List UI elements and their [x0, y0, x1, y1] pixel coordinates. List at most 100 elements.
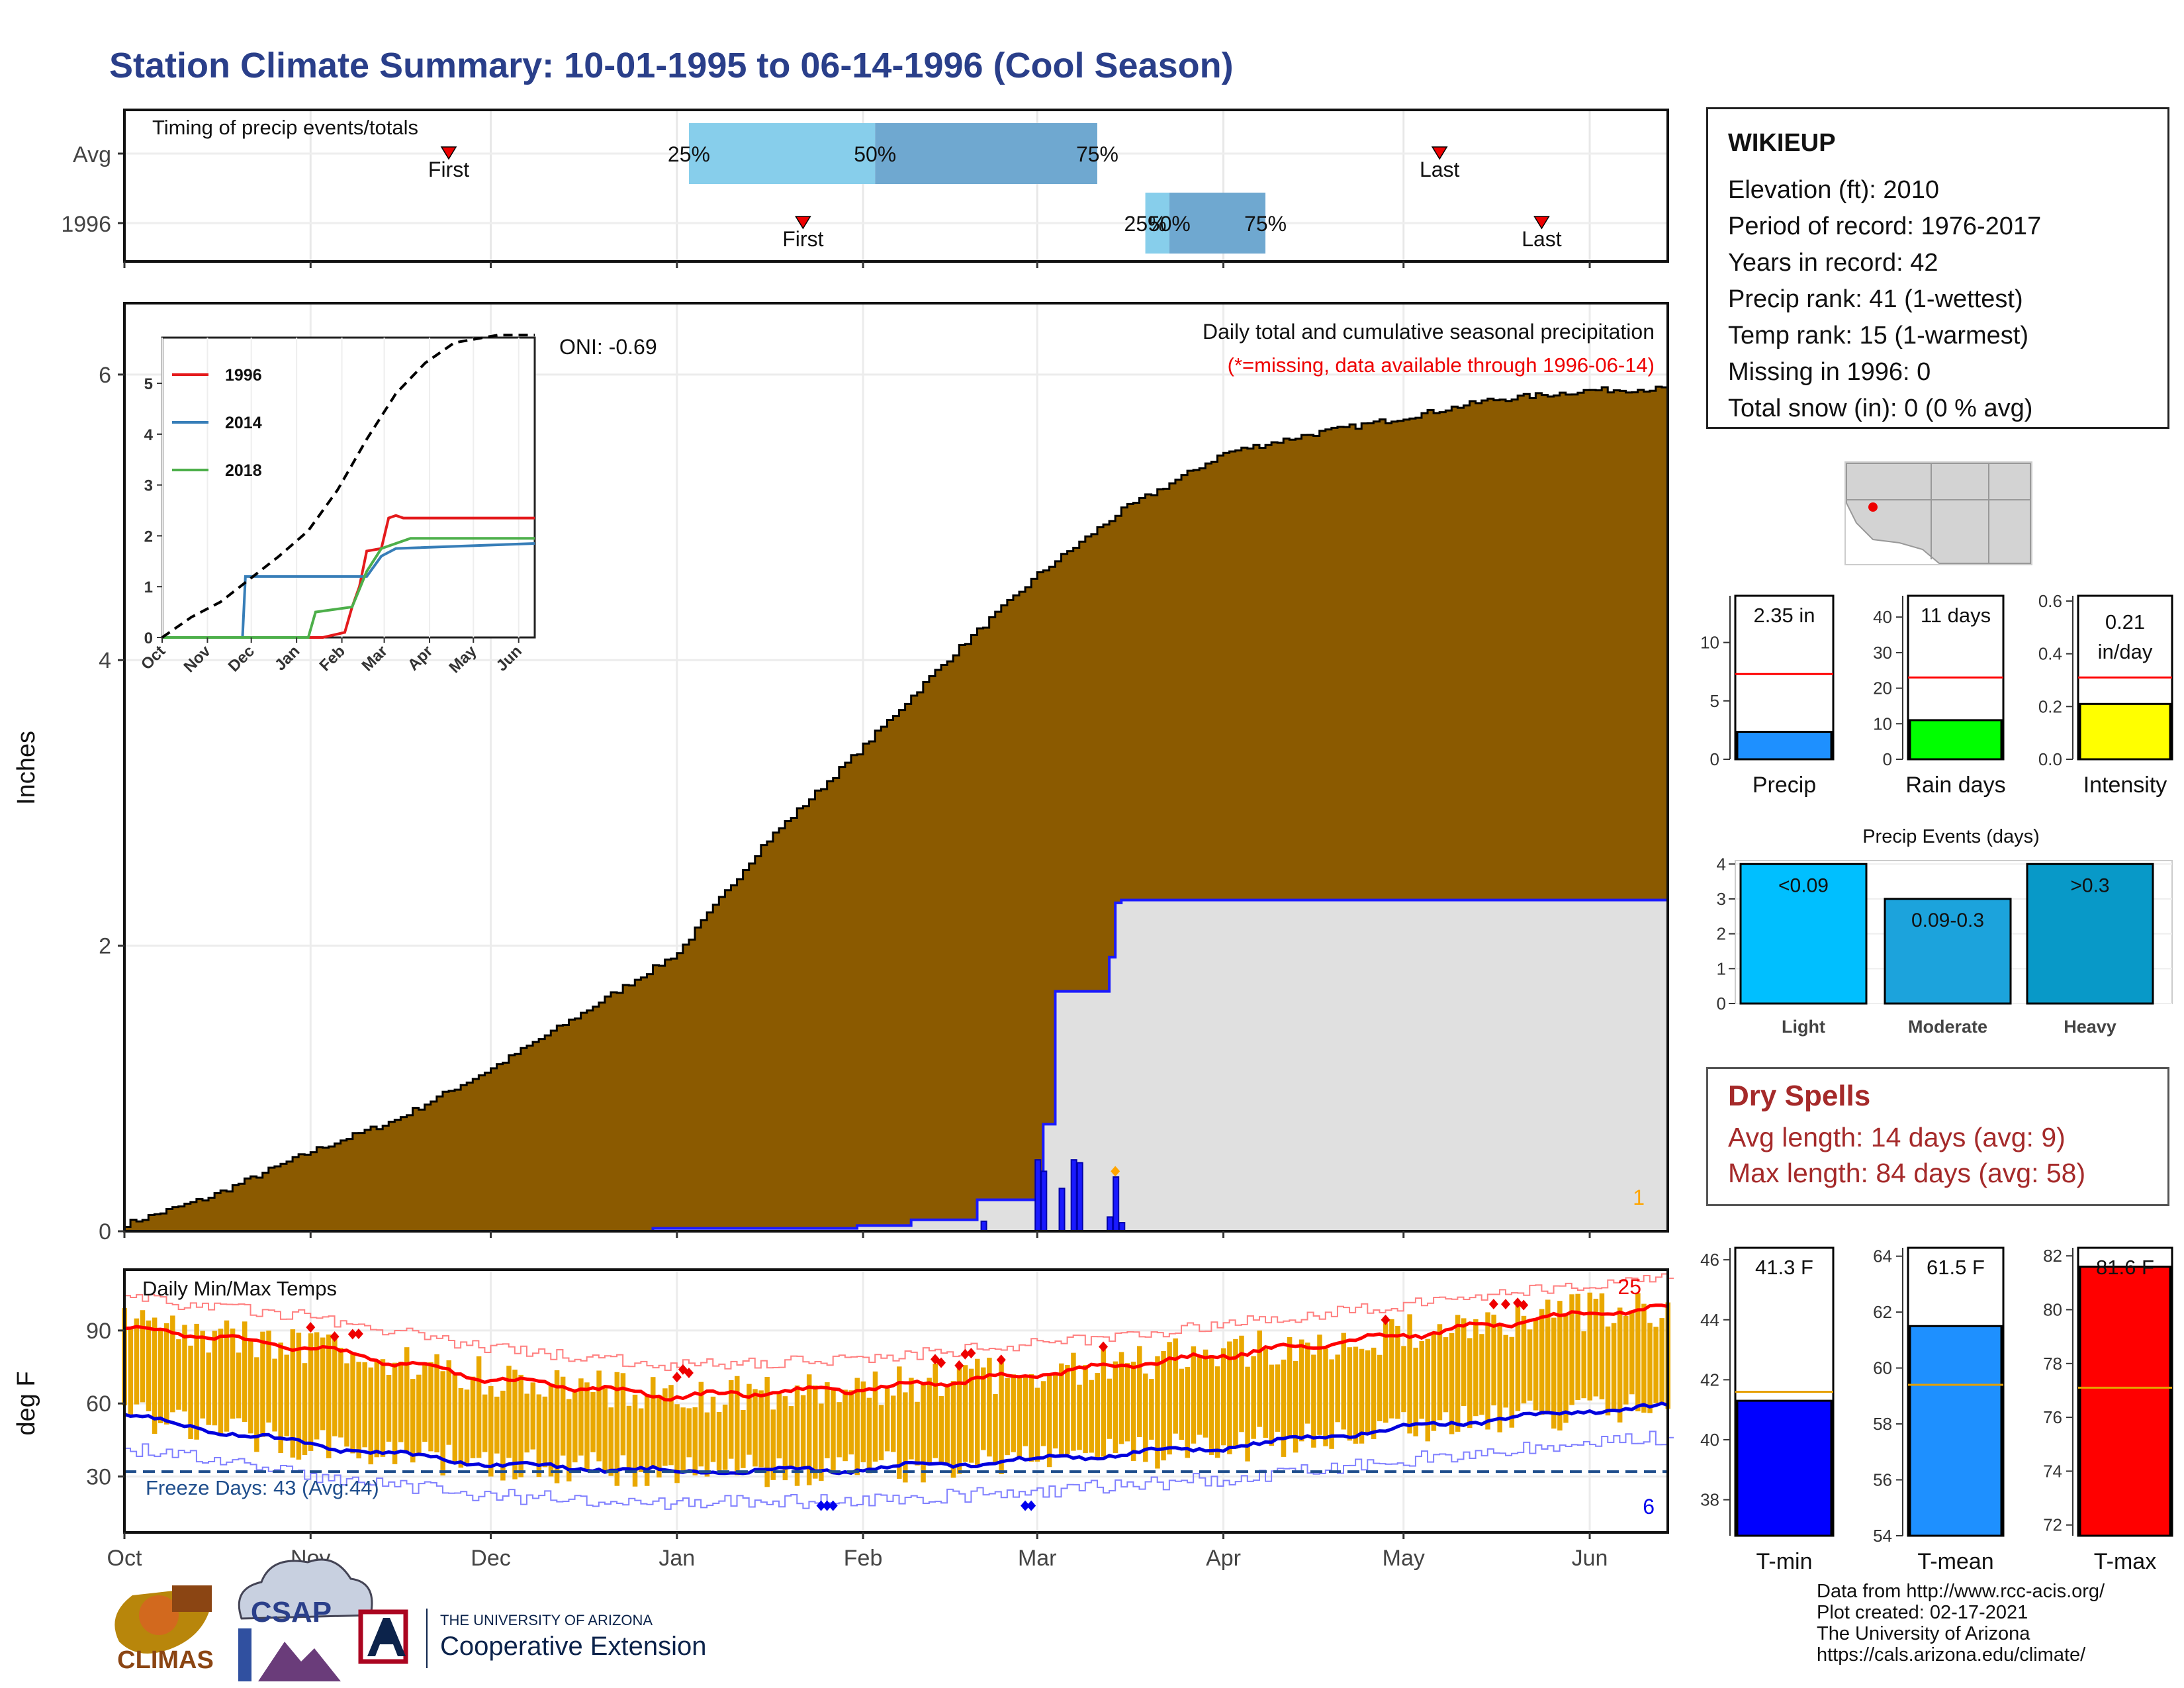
inset-panel	[161, 336, 536, 639]
record-low-marker	[816, 1500, 826, 1511]
daily-temp-bar	[1095, 1373, 1100, 1460]
daily-temp-bar	[188, 1345, 193, 1439]
daily-temp-bar	[806, 1374, 812, 1485]
record-low-marker	[828, 1500, 838, 1511]
daily-temp-bar	[368, 1367, 374, 1465]
daily-precip-bar	[1076, 1162, 1083, 1232]
daily-temp-bar	[698, 1382, 704, 1467]
station-name: WIKIEUP	[1728, 129, 1836, 157]
daily-temp-bar	[1311, 1354, 1316, 1448]
daily-temp-bar	[1329, 1359, 1334, 1449]
daily-temp-bar	[1065, 1365, 1070, 1455]
daily-temp-bar	[1551, 1317, 1557, 1429]
daily-temp-bar	[356, 1362, 361, 1459]
daily-temp-bar	[236, 1352, 242, 1419]
daily-temp-bar	[1239, 1335, 1244, 1432]
summary-bar-tick-label: 5	[1710, 691, 1719, 711]
daily-temp-bar	[1221, 1348, 1226, 1446]
temp-panel-header: Daily Min/Max Temps	[142, 1277, 337, 1300]
daily-temp-bar	[1233, 1338, 1238, 1449]
daily-temp-bar	[1443, 1337, 1449, 1413]
record-high-line	[124, 1273, 1674, 1372]
summary-bar-tick-label: 60	[1873, 1358, 1892, 1378]
daily-temp-bar	[278, 1342, 283, 1454]
daily-temp-bar	[212, 1331, 218, 1426]
daily-temp-bar	[933, 1363, 938, 1458]
record-high-marker	[954, 1360, 964, 1371]
daily-temp-bar	[1527, 1329, 1533, 1401]
daily-temp-bar	[1293, 1360, 1298, 1453]
summary-bar-label: T-max	[2094, 1549, 2156, 1574]
daily-temp-bar	[1214, 1366, 1220, 1458]
summary-bar-tick-label: 74	[2043, 1461, 2062, 1481]
daily-temp-bar	[680, 1407, 686, 1472]
csap-logo-cloud	[238, 1558, 373, 1620]
daily-temp-bar	[884, 1386, 890, 1452]
daily-precip-bar	[980, 1220, 987, 1232]
quartile-label-75: 75%	[1244, 212, 1287, 236]
csap-logo-bars	[238, 1628, 251, 1681]
daily-temp-bar	[548, 1385, 554, 1477]
daily-temp-bar	[374, 1361, 380, 1458]
events-y-tick-label: 4	[1717, 854, 1726, 874]
precip-y-axis-label: Inches	[13, 731, 40, 805]
station-missing: Missing in 1996: 0	[1728, 358, 1931, 386]
temp-y-tick-label: 90	[86, 1319, 111, 1344]
daily-temp-bar	[1353, 1346, 1359, 1444]
daily-temp-bar	[915, 1401, 920, 1466]
daily-temp-bar	[224, 1320, 230, 1432]
ua-logo-letter	[367, 1618, 406, 1656]
daily-temp-bar	[1227, 1341, 1232, 1454]
climas-logo-mark	[172, 1585, 212, 1612]
daily-temp-bar	[524, 1393, 529, 1453]
station-years: Years in record: 42	[1728, 249, 1938, 277]
daily-temp-bar	[1347, 1347, 1353, 1441]
daily-temp-bar	[170, 1315, 175, 1413]
daily-temp-bar	[446, 1360, 451, 1445]
month-tick-label: May	[1383, 1546, 1425, 1571]
dry-spells-box: Dry Spells Avg length: 14 days (avg: 9) …	[1706, 1067, 2169, 1206]
summary-bar-fill	[1909, 719, 2003, 761]
avg-max-line	[124, 1303, 1668, 1402]
summary-bar-tick-label: 82	[2043, 1246, 2062, 1266]
daily-temp-bar	[218, 1329, 224, 1434]
daily-temp-bar	[909, 1378, 914, 1460]
daily-temp-bar	[1419, 1341, 1424, 1419]
daily-temp-bar	[903, 1392, 908, 1483]
daily-temp-bar	[1107, 1378, 1113, 1439]
summary-bar-tick-label: 46	[1700, 1250, 1719, 1270]
daily-temp-bar	[1161, 1351, 1166, 1461]
quartile-bar-25-50	[688, 123, 876, 184]
summary-bar-tick-label: 76	[2043, 1407, 2062, 1427]
avg-min-line	[124, 1401, 1668, 1476]
daily-temp-bar	[626, 1405, 632, 1473]
daily-temp-bar	[668, 1385, 674, 1466]
daily-temp-bar	[518, 1374, 523, 1477]
dry-spells-max: Max length: 84 days (avg: 58)	[1728, 1158, 2086, 1188]
dry-spells-title: Dry Spells	[1728, 1080, 1871, 1112]
daily-temp-bar	[1034, 1387, 1040, 1462]
daily-temp-bar	[1503, 1335, 1509, 1408]
daily-temp-bar	[1208, 1355, 1214, 1455]
daily-temp-bar	[981, 1367, 986, 1450]
daily-temp-bar	[1389, 1319, 1394, 1419]
temp-y-tick-label: 30	[86, 1464, 111, 1489]
summary-bar-fill	[1909, 1325, 2003, 1537]
quartile-label-50: 50%	[1148, 212, 1191, 236]
station-snow: Total snow (in): 0 (0 % avg)	[1728, 395, 2033, 422]
daily-temp-bar	[1317, 1335, 1322, 1435]
events-y-tick-label: 3	[1717, 889, 1726, 909]
daily-temp-bar	[302, 1363, 308, 1456]
daily-temp-bar	[1401, 1346, 1406, 1413]
precip-panel-frame	[123, 302, 1669, 1233]
daily-temp-bar	[1473, 1319, 1479, 1417]
oni-label: ONI: -0.69	[559, 335, 657, 359]
daily-temp-bar	[1653, 1327, 1659, 1403]
daily-temp-bar	[158, 1328, 163, 1424]
station-temp-rank: Temp rank: 15 (1-warmest)	[1728, 322, 2029, 350]
daily-temp-bar	[1461, 1318, 1467, 1406]
daily-temp-bar	[410, 1379, 416, 1463]
summary-bar-tick-label: 0.6	[2038, 591, 2062, 611]
quartile-label-75: 75%	[1076, 142, 1118, 166]
daily-temp-bar	[584, 1382, 590, 1472]
